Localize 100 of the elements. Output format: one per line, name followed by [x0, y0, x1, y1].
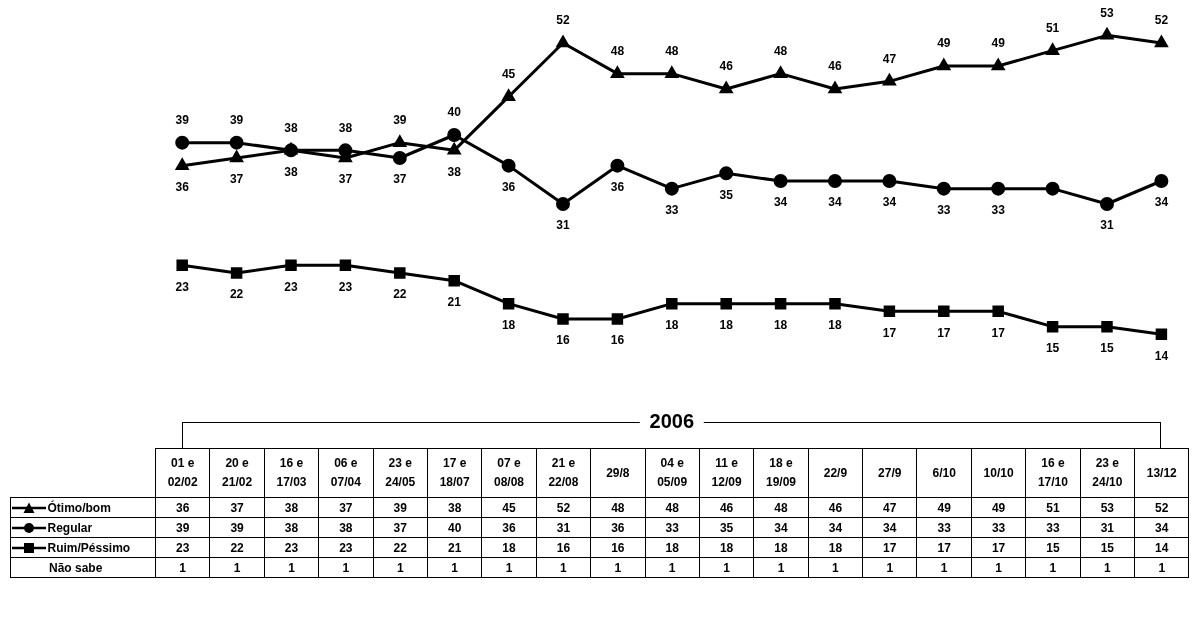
- category-label: 23 e 24/05: [373, 448, 428, 498]
- data-label: 18: [481, 537, 537, 558]
- data-label: 18: [808, 537, 863, 558]
- data-label: 1: [264, 557, 319, 578]
- data-label: 21: [447, 294, 462, 309]
- data-label: 38: [284, 120, 298, 135]
- data-label: 34: [862, 517, 917, 538]
- category-label: 20 e 21/02: [209, 448, 265, 498]
- data-label: 21: [427, 537, 482, 558]
- data-label: 52: [1134, 497, 1189, 518]
- data-label: 1: [645, 557, 700, 578]
- legend-label: Regular: [47, 520, 93, 535]
- data-label: 34: [773, 195, 788, 210]
- data-label: 23: [155, 537, 210, 558]
- data-label: 22: [393, 287, 407, 302]
- data-label: 33: [991, 202, 1006, 217]
- data-label: 47: [862, 497, 917, 518]
- data-label: 1: [427, 557, 482, 578]
- data-label: 1: [481, 557, 537, 578]
- data-label: 18: [753, 537, 809, 558]
- data-label: 34: [828, 195, 842, 210]
- data-label: 1: [590, 557, 646, 578]
- data-label: 34: [1134, 517, 1189, 538]
- data-label: 33: [1025, 517, 1081, 538]
- data-label: 46: [828, 59, 842, 74]
- category-label: 16 e 17/03: [264, 448, 319, 498]
- data-label: 48: [610, 43, 625, 58]
- data-label: 36: [590, 517, 646, 538]
- data-label: 49: [916, 497, 972, 518]
- data-label: 14: [1154, 348, 1169, 363]
- category-label: 29/8: [590, 448, 646, 498]
- category-label: 07 e 08/08: [481, 448, 537, 498]
- legend-label: Ótimo/bom: [47, 500, 111, 515]
- data-label: 15: [1080, 537, 1135, 558]
- data-label: 18: [719, 317, 734, 332]
- data-label: 15: [1045, 340, 1060, 355]
- data-label: 23: [175, 279, 190, 294]
- data-label: 16: [610, 333, 625, 348]
- data-label: 33: [971, 517, 1026, 538]
- data-label: 33: [937, 202, 951, 217]
- category-label: 04 e 05/09: [645, 448, 700, 498]
- data-label: 49: [971, 497, 1026, 518]
- data-label: 1: [373, 557, 428, 578]
- data-label: 18: [645, 537, 700, 558]
- data-label: 40: [447, 105, 462, 120]
- data-label: 1: [808, 557, 863, 578]
- data-label: 35: [719, 187, 734, 202]
- data-label: 46: [808, 497, 863, 518]
- data-label: 45: [481, 497, 537, 518]
- data-label: 31: [556, 218, 570, 233]
- data-label: 36: [501, 179, 516, 194]
- data-label: 40: [427, 517, 482, 538]
- data-label: 52: [1154, 13, 1169, 28]
- legend-label: Ruim/Péssimo: [47, 540, 131, 555]
- data-label: 18: [699, 537, 754, 558]
- data-label: 1: [753, 557, 809, 578]
- data-label: 46: [699, 497, 754, 518]
- data-label: 38: [338, 120, 353, 135]
- data-label: 1: [536, 557, 591, 578]
- category-label: 16 e 17/10: [1025, 448, 1081, 498]
- data-label: 48: [773, 43, 788, 58]
- data-label: 15: [1025, 537, 1081, 558]
- data-label: 49: [991, 36, 1006, 51]
- category-label: 13/12: [1134, 448, 1189, 498]
- category-label: 10/10: [971, 448, 1026, 498]
- data-label: 22: [229, 287, 244, 302]
- data-label: 39: [155, 517, 210, 538]
- data-label: 1: [699, 557, 754, 578]
- data-label: 34: [753, 517, 809, 538]
- data-label: 38: [264, 517, 319, 538]
- data-label: 23: [284, 279, 298, 294]
- data-label: 36: [155, 497, 210, 518]
- data-label: 48: [590, 497, 646, 518]
- category-label: 22/9: [808, 448, 863, 498]
- data-label: 23: [264, 537, 319, 558]
- data-label: 33: [645, 517, 700, 538]
- data-label: 18: [828, 317, 842, 332]
- data-label: 17: [937, 325, 951, 340]
- data-label: 23: [338, 279, 353, 294]
- data-label: 17: [991, 325, 1006, 340]
- category-label: 11 e 12/09: [699, 448, 754, 498]
- data-label: 1: [916, 557, 972, 578]
- data-label: 16: [536, 537, 591, 558]
- data-label: 38: [318, 517, 374, 538]
- data-label: 1: [1025, 557, 1081, 578]
- data-label: 15: [1100, 340, 1114, 355]
- data-label: 16: [556, 333, 570, 348]
- data-label: 36: [175, 179, 190, 194]
- data-label: 1: [862, 557, 917, 578]
- data-label: 37: [209, 497, 265, 518]
- data-label: 39: [393, 112, 407, 127]
- data-label: 36: [481, 517, 537, 538]
- text: Não sabe: [49, 560, 103, 575]
- data-label: 17: [971, 537, 1026, 558]
- data-label: 34: [882, 195, 897, 210]
- category-label: 18 e 19/09: [753, 448, 809, 498]
- data-label: 1: [209, 557, 265, 578]
- data-label: 31: [1100, 218, 1114, 233]
- data-label: 1: [1134, 557, 1189, 578]
- data-label: 39: [209, 517, 265, 538]
